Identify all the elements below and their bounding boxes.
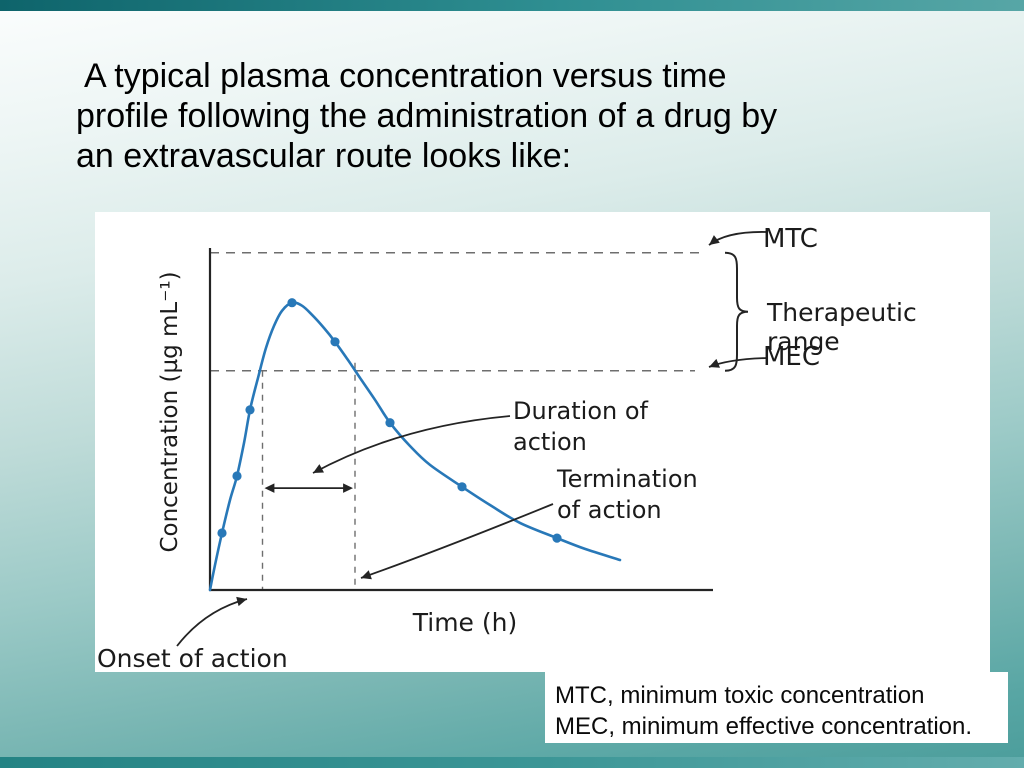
- slide-title-line: profile following the administration of …: [76, 97, 778, 135]
- bottom-accent-bar: [0, 757, 1024, 768]
- y-axis-label: Concentration (µg mL⁻¹): [157, 271, 183, 553]
- therapeutic-range-label: Therapeutic range: [767, 298, 917, 356]
- data-point: [245, 405, 255, 415]
- termination-leader-arrow: [360, 503, 554, 579]
- mtc-label: MTC: [763, 224, 818, 254]
- top-accent-bar: [0, 0, 1024, 11]
- arrowhead: [313, 464, 324, 473]
- therapeutic-range-brace: [724, 251, 749, 372]
- duration-of-action-label: Duration of action: [513, 397, 648, 456]
- data-point: [385, 418, 395, 428]
- slide-title-line: an extravascular route looks like:: [76, 137, 572, 175]
- arrowhead: [709, 235, 720, 245]
- arrowhead: [264, 483, 275, 493]
- mec-label: MEC: [763, 342, 821, 372]
- slide-title-line: A typical plasma concentration versus ti…: [84, 57, 727, 95]
- arrowhead: [709, 358, 720, 368]
- slide-title: A typical plasma concentration versus ti…: [76, 56, 976, 176]
- data-point: [232, 471, 242, 481]
- arrowhead: [343, 483, 353, 493]
- data-point: [287, 298, 297, 308]
- termination-of-action-label: Termination of action: [557, 465, 698, 524]
- onset-leader-arrow: [176, 598, 248, 647]
- figure-panel: Concentration (µg mL⁻¹) Time (h) MTC The…: [95, 212, 990, 673]
- duration-leader-arrow: [312, 415, 511, 474]
- data-point: [330, 337, 340, 347]
- footnote-mec: MEC, minimum effective concentration.: [555, 713, 973, 740]
- concentration-time-chart: [176, 231, 768, 647]
- footnote-box: MTC, minimum toxic concentration MEC, mi…: [545, 672, 1008, 743]
- x-axis-label: Time (h): [412, 608, 518, 637]
- footnote-mtc: MTC, minimum toxic concentration: [555, 682, 925, 709]
- concentration-curve: [208, 301, 622, 592]
- data-point: [457, 482, 467, 492]
- data-point: [217, 528, 227, 538]
- arrowhead: [236, 596, 247, 607]
- onset-of-action-label: Onset of action: [97, 644, 288, 673]
- data-point: [552, 533, 562, 543]
- arrowhead: [361, 570, 372, 580]
